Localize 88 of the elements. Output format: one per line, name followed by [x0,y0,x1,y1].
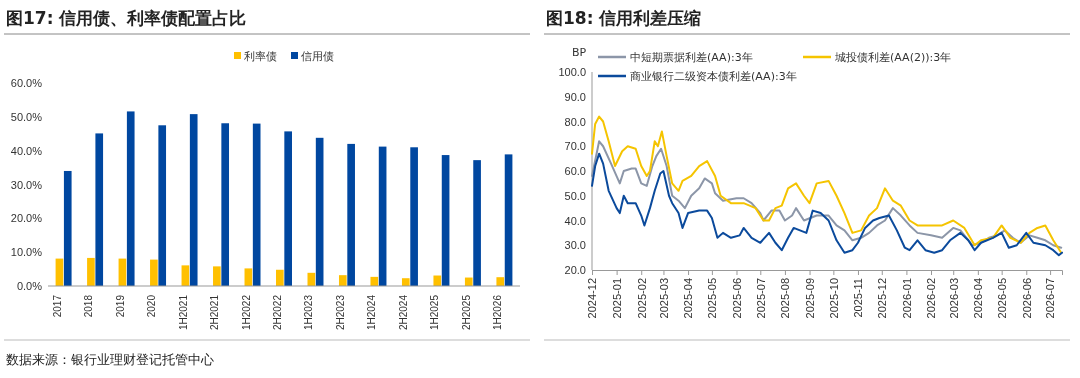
x-tick-label: 2019 [114,294,126,318]
x-tick-label: 2H2021 [209,294,221,331]
legend-label: 利率债 [244,50,277,63]
y-tick-label: 50.0% [10,110,43,123]
bar [95,133,104,286]
x-tick-label: 2H2025 [460,294,472,331]
legend-label: 商业银行二级资本债利差(AA):3年 [630,70,797,83]
line-series [591,140,1063,249]
bar [213,266,221,286]
bar [87,257,95,286]
x-tick-label: 2025-08 [779,278,792,319]
x-tick-label: 1H2022 [240,294,252,331]
y-tick-label: 80.0 [564,115,586,128]
x-tick-label: 1H2024 [366,294,378,331]
y-tick-label: 10.0% [10,246,43,259]
bar [150,259,158,286]
y-tick-label: 100.0 [558,66,586,79]
bar [307,272,316,286]
bar [158,125,167,286]
x-tick-label: 2025-02 [635,278,648,319]
legend-label: 中短期票据利差(AA):3年 [630,51,753,64]
x-tick-label: 2025-06 [730,278,743,319]
x-tick-label: 2025-11 [852,278,865,318]
bar [221,123,230,286]
x-tick-label: 2025-04 [682,278,695,319]
y-tick-label: 40.0 [564,214,586,227]
x-tick-label: 2026-03 [947,278,960,319]
y-tick-label: 50.0 [564,189,586,202]
x-tick-label: 1H2021 [177,294,189,331]
x-tick-label: 2026-02 [925,278,938,319]
bar [338,275,347,286]
x-tick-label: 2020 [146,294,158,318]
chart-title: 图17: 信用债、利率债配置占比 [6,8,247,28]
bar [410,147,418,286]
bar [370,276,379,286]
legend-label: 信用债 [301,50,334,63]
y-tick-label: 30.0% [10,178,43,191]
bar [401,278,410,286]
x-tick-label: 2025-07 [754,278,767,319]
y-tick-label: 60.0% [10,77,43,90]
chart-title: 图18: 信用利差压缩 [546,8,702,28]
bar [126,111,135,286]
x-tick-label: 2017 [51,294,63,318]
x-tick-label: 2025-12 [876,278,889,319]
x-tick-label: 2H2022 [272,294,283,331]
x-tick-label: 2025-03 [657,278,670,319]
legend-label: 城投债利差(AA(2)):3年 [834,51,952,64]
x-tick-label: 2025-01 [610,278,623,319]
x-tick-label: 2026-06 [1020,278,1033,319]
bar [284,131,292,286]
x-tick-label: 2026-01 [900,278,913,319]
bar [496,277,505,286]
y-tick-label: 90.0 [564,90,586,103]
x-tick-label: 2025-05 [706,278,719,319]
bar [315,137,324,286]
bar [252,123,261,286]
bar [63,170,72,286]
y-tick-label: 40.0% [10,144,43,157]
y-tick-label: 20.0% [10,212,43,225]
bar [189,114,198,286]
x-tick-label: 2025-10 [827,278,840,319]
x-tick-label: 1H2025 [429,294,441,331]
y-tick-label: 30.0 [564,239,586,252]
y-tick-label: 60.0 [564,165,586,178]
x-tick-label: 2H2023 [334,294,346,331]
bar [473,160,481,286]
bar [504,154,513,286]
line-series [591,152,1063,257]
x-tick-label: 1H2023 [303,294,315,331]
source-note: 数据来源：银行业理财登记托管中心 [6,352,214,367]
y-tick-label: 20.0 [564,264,586,277]
y-tick-label: 70.0 [564,140,586,153]
bar [378,146,387,286]
x-tick-label: 2018 [83,294,95,318]
line-series [591,115,1063,254]
x-tick-label: 2026-05 [996,278,1009,319]
bar [441,155,450,286]
bar [276,269,284,286]
x-tick-label: 2H2024 [397,294,409,331]
y-axis-title: BP [572,46,587,59]
bar [347,143,355,286]
x-tick-label: 2026-04 [972,278,985,319]
x-tick-label: 1H2026 [492,294,504,331]
x-tick-label: 2024-12 [586,278,599,319]
bar [433,275,442,286]
x-tick-label: 2026-07 [1044,278,1057,319]
y-tick-label: 0.0% [16,280,43,293]
x-tick-label: 2025-09 [803,278,816,319]
